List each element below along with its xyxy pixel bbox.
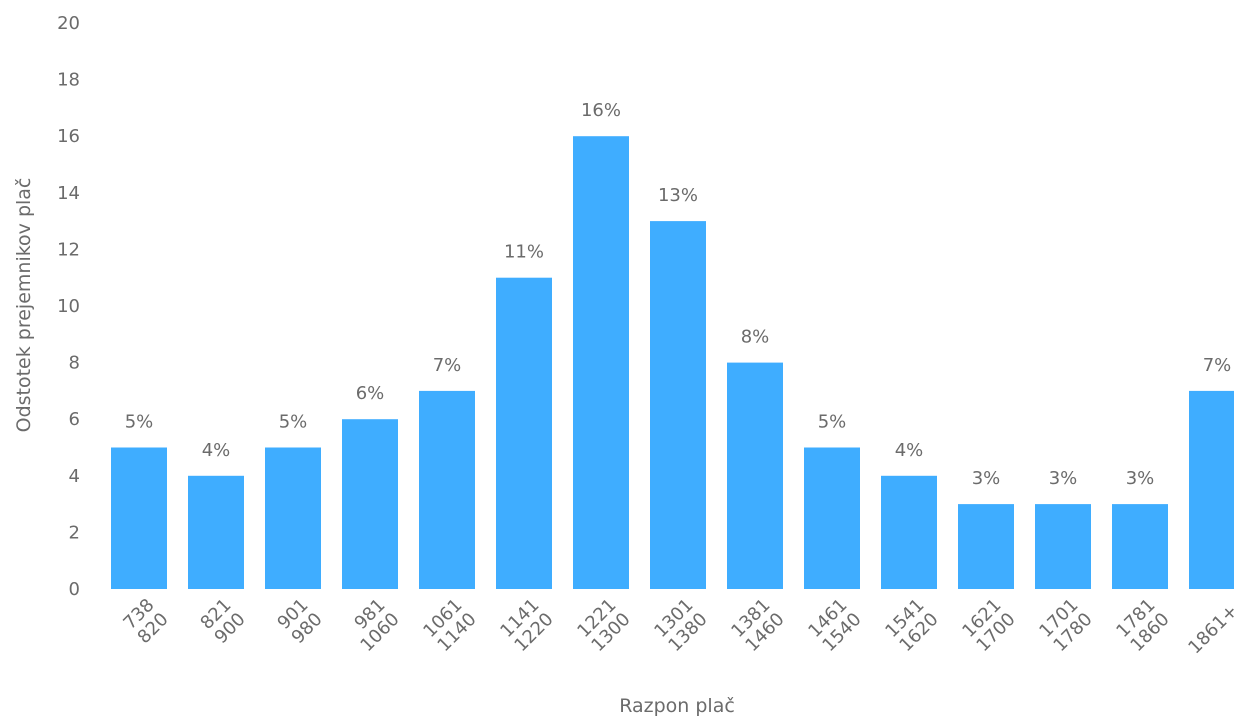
x-tick-label: 901980 (273, 595, 326, 648)
svg-text:13811460: 13811460 (727, 595, 788, 656)
bar-data-label: 16% (581, 100, 621, 121)
bar-data-label: 3% (1049, 468, 1078, 489)
bar-data-label: 4% (202, 440, 231, 461)
x-tick-label: 14611540 (804, 595, 865, 656)
y-tick-label: 18 (57, 70, 80, 91)
x-axis: 738820 821900 901980 9811060 10611140 1141122… (119, 595, 1234, 659)
bar (1112, 504, 1168, 589)
bar-data-label: 6% (356, 383, 385, 404)
bar (881, 475, 937, 589)
x-tick-label: 13011380 (650, 595, 711, 656)
y-tick-label: 16 (57, 126, 80, 147)
y-axis-title: Odstotek prejemnikov plač (13, 178, 35, 433)
bar (111, 447, 167, 589)
y-tick-label: 14 (57, 183, 80, 204)
svg-text:12211300: 12211300 (573, 595, 634, 656)
bar (188, 475, 244, 589)
y-tick-label: 10 (57, 296, 80, 317)
bar (958, 504, 1014, 589)
bar (573, 136, 629, 589)
bar-data-label: 11% (504, 242, 544, 263)
x-tick-label: 17811860 (1112, 595, 1173, 656)
bar (265, 447, 321, 589)
bar (496, 277, 552, 589)
x-tick-label: 11411220 (496, 595, 557, 656)
bar-data-label: 5% (818, 412, 847, 433)
svg-text:17811860: 17811860 (1112, 595, 1173, 656)
x-tick-label: 738820 (119, 595, 172, 648)
x-axis-title: Razpon plač (619, 695, 735, 717)
y-tick-label: 12 (57, 239, 80, 260)
svg-text:821900: 821900 (196, 595, 249, 648)
svg-text:1861+: 1861+ (1184, 600, 1234, 658)
svg-text:11411220: 11411220 (496, 595, 557, 656)
data-labels: 5% 4% 5% 6% 7% 11% 16% 13% 8% 5% 4% 3% 3% 3% 7% (125, 100, 1232, 489)
bar (419, 390, 475, 589)
y-tick-label: 4 (69, 466, 80, 487)
svg-text:9811060: 9811060 (342, 595, 403, 656)
x-tick-label: 821900 (196, 595, 249, 648)
x-tick-label: 15411620 (881, 595, 942, 656)
bar-data-label: 3% (972, 468, 1001, 489)
bar (650, 221, 706, 589)
bar (727, 362, 783, 589)
x-tick-label: 12211300 (573, 595, 634, 656)
x-tick-label: 13811460 (727, 595, 788, 656)
bar (1189, 390, 1234, 589)
bar-data-label: 7% (433, 355, 462, 376)
bar-data-label: 5% (125, 412, 154, 433)
y-tick-label: 0 (69, 579, 80, 600)
bar (1035, 504, 1091, 589)
x-tick-label: 9811060 (342, 595, 403, 656)
svg-text:901980: 901980 (273, 595, 326, 648)
svg-text:17011780: 17011780 (1035, 595, 1096, 656)
bar-data-label: 13% (658, 185, 698, 206)
y-tick-label: 20 (57, 13, 80, 34)
bar (804, 447, 860, 589)
bar-data-label: 8% (741, 327, 770, 348)
y-tick-label: 6 (69, 409, 80, 430)
y-tick-label: 2 (69, 522, 80, 543)
bar-data-label: 5% (279, 412, 308, 433)
y-axis: 0 2 4 6 8 10 12 14 16 18 20 (57, 13, 80, 600)
svg-text:15411620: 15411620 (881, 595, 942, 656)
svg-text:10611140: 10611140 (419, 595, 480, 656)
x-tick-label: 16211700 (958, 595, 1019, 656)
bar-data-label: 4% (895, 440, 924, 461)
bar (342, 419, 398, 589)
svg-text:16211700: 16211700 (958, 595, 1019, 656)
x-tick-label: 1861+ (1184, 600, 1234, 658)
x-tick-label: 10611140 (419, 595, 480, 656)
x-tick-label: 17011780 (1035, 595, 1096, 656)
y-tick-label: 8 (69, 353, 80, 374)
svg-text:14611540: 14611540 (804, 595, 865, 656)
bar-data-label: 3% (1126, 468, 1155, 489)
svg-text:13011380: 13011380 (650, 595, 711, 656)
bars (111, 136, 1234, 589)
bar-data-label: 7% (1203, 355, 1232, 376)
svg-text:738820: 738820 (119, 595, 172, 648)
